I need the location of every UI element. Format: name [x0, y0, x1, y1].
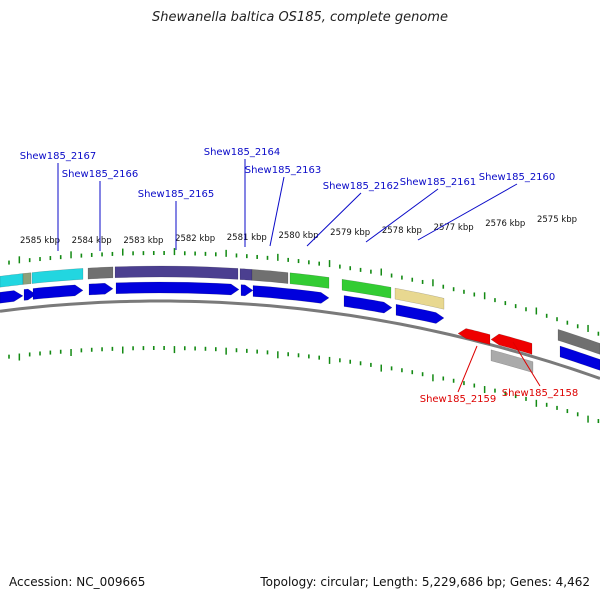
kbp-label: 2585 kbp: [20, 236, 60, 246]
gene-label-forward: Shew185_2160: [479, 172, 556, 183]
forward-gene-arrow: [559, 345, 600, 371]
cog-segment: [251, 269, 289, 284]
gene-label-forward: Shew185_2166: [62, 169, 139, 180]
gene-label-reverse: Shew185_2159: [420, 394, 497, 405]
leader-line: [417, 183, 518, 241]
gene-label-forward: Shew185_2163: [245, 165, 322, 176]
reverse-gene-arrow: [490, 333, 533, 355]
cog-segment: [22, 272, 32, 285]
gene-label-forward: Shew185_2162: [323, 181, 400, 192]
forward-gene-track: [0, 281, 600, 371]
forward-gene-arrow: [252, 285, 330, 304]
forward-gene-arrow: [32, 284, 84, 300]
reverse-cog-segment: [490, 349, 534, 374]
cog-segment: [31, 268, 84, 284]
gene-label-forward: Shew185_2164: [204, 147, 281, 158]
cog-segment: [114, 265, 239, 280]
cog-segment: [341, 278, 392, 299]
accession-text: Accession: NC_009665: [9, 575, 146, 589]
leader-line: [457, 345, 478, 393]
forward-gene-arrow: [343, 295, 393, 314]
kbp-label: 2582 kbp: [175, 234, 215, 244]
genome-backbone: [0, 299, 600, 380]
kbp-label: 2581 kbp: [227, 233, 267, 243]
kbp-labels: 2585 kbp 2584 kbp 2583 kbp 2582 kbp 2581 kbp…: [20, 215, 577, 246]
tick-marks: [8, 248, 600, 424]
kbp-label: 2584 kbp: [72, 236, 112, 246]
reverse-gene-track: [457, 328, 534, 374]
forward-gene-arrow: [0, 290, 24, 304]
cog-segment: [557, 329, 600, 355]
cog-segment: [0, 273, 24, 288]
gene-label-forward: Shew185_2161: [400, 177, 477, 188]
kbp-label: 2577 kbp: [434, 223, 474, 233]
forward-gene-arrow: [115, 281, 240, 296]
leader-line: [365, 188, 439, 243]
cog-segment: [289, 272, 330, 289]
genome-title: Shewanella baltica OS185, complete genom…: [152, 10, 448, 25]
kbp-label: 2580 kbp: [278, 231, 318, 241]
gene-label-forward: Shew185_2165: [138, 189, 215, 200]
cog-color-track-upper: [0, 265, 600, 355]
kbp-label: 2583 kbp: [123, 236, 163, 246]
kbp-label: 2576 kbp: [485, 219, 525, 229]
gene-label-reverse: Shew185_2158: [502, 388, 579, 399]
forward-gene-arrow: [88, 282, 114, 296]
label-leader-lines: [57, 159, 541, 393]
leader-line: [306, 192, 362, 247]
gene-label-forward: Shew185_2167: [20, 151, 97, 162]
leader-line: [512, 341, 541, 387]
reverse-gene-arrow: [457, 328, 491, 345]
forward-gene-arrow: [23, 288, 37, 301]
kbp-label: 2575 kbp: [537, 215, 577, 225]
kbp-label: 2578 kbp: [382, 226, 422, 236]
cog-segment: [239, 268, 253, 281]
cog-segment: [87, 266, 114, 280]
leader-line: [269, 176, 285, 247]
forward-gene-arrow: [240, 284, 254, 297]
gene-labels: Shew185_2167 Shew185_2166 Shew185_2165 Shew…: [20, 147, 579, 405]
genome-stats-text: Topology: circular; Length: 5,229,686 bp…: [260, 575, 590, 589]
forward-gene-arrow: [395, 304, 445, 324]
kbp-label: 2579 kbp: [330, 228, 370, 238]
cog-segment: [394, 287, 445, 310]
